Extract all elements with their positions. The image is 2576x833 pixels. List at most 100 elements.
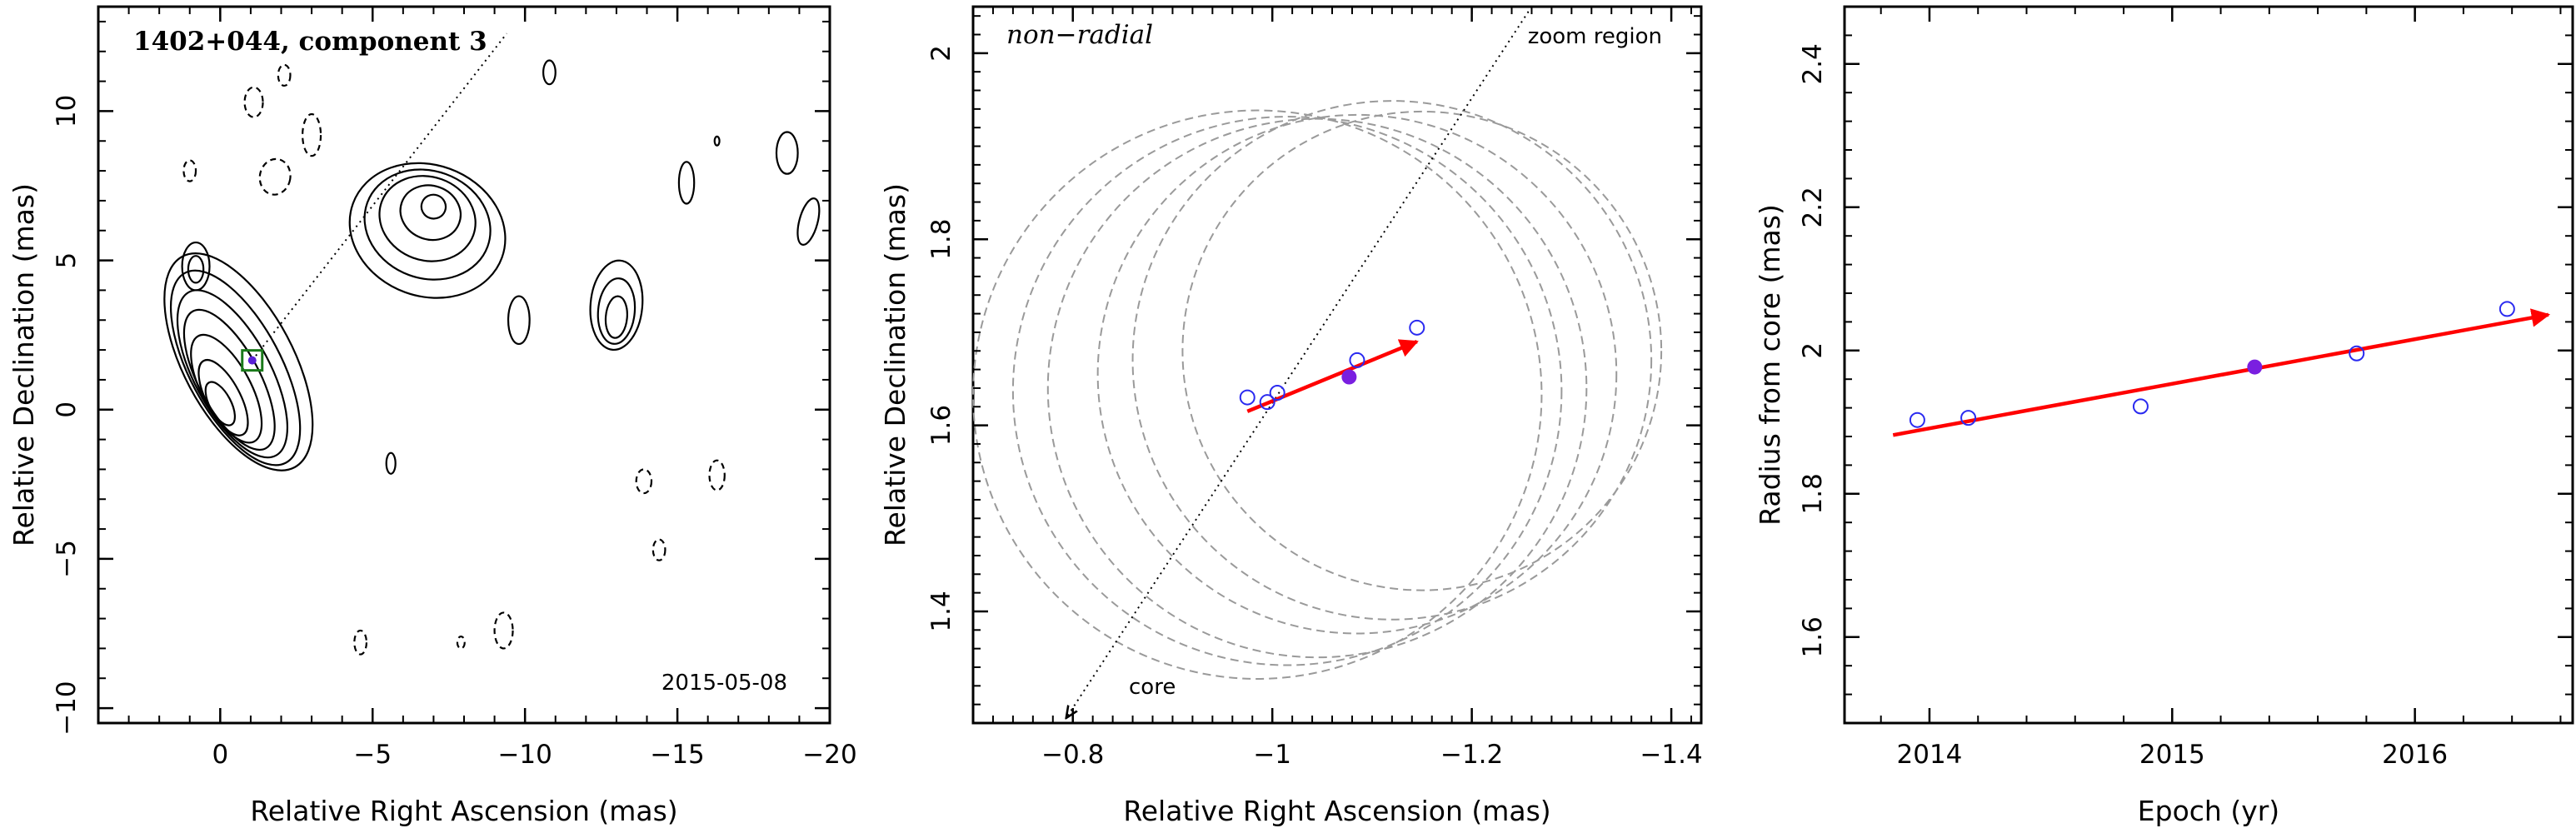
radius-point — [1960, 410, 1977, 426]
negative-contour — [277, 63, 292, 87]
negative-contour — [635, 468, 653, 495]
error-circle-group — [972, 100, 1663, 680]
position-point — [1349, 352, 1365, 368]
negative-contour — [243, 86, 264, 118]
y-tick-label: 1.8 — [1798, 473, 1828, 514]
positive-contour — [363, 168, 492, 281]
position-point — [1269, 385, 1286, 402]
positive-contour — [348, 162, 507, 299]
negative-contour — [258, 157, 292, 196]
positive-contour — [378, 175, 477, 262]
panel-1-frame — [97, 5, 831, 725]
error-circle — [1096, 113, 1618, 635]
y-tick-label: 1.6 — [1798, 616, 1828, 657]
panel-2-annotation-zoom: zoom region — [1528, 24, 1662, 49]
y-tick-label: 10 — [52, 95, 82, 127]
y-tick-label: −5 — [52, 540, 82, 578]
x-tick-label: −1.4 — [1640, 740, 1702, 770]
x-tick-label: −20 — [802, 740, 856, 770]
x-tick-label: −0.8 — [1041, 740, 1104, 770]
positive-contour — [420, 193, 447, 220]
x-tick-label: 2016 — [2382, 740, 2448, 770]
panel-1-ticks: 0 −5 −10 −15 −20 −10 −5 0 5 10 — [52, 7, 857, 770]
x-tick-label: −15 — [650, 740, 704, 770]
position-point — [1409, 319, 1425, 336]
trajectory-line — [251, 32, 508, 362]
radius-point-current — [2247, 359, 2263, 375]
x-tick-label: 0 — [212, 740, 228, 770]
panel-3-ylabel: Radius from core (mas) — [1754, 204, 1786, 526]
y-tick-label: 0 — [52, 402, 82, 418]
radius-point — [2499, 301, 2515, 317]
panel-2-annotation-title: non−radial — [1006, 20, 1153, 50]
panel-1-annotation-title: 1402+044, component 3 — [133, 27, 487, 57]
positive-contour — [176, 289, 289, 459]
positive-contour — [181, 241, 211, 292]
y-tick-label: 1.4 — [926, 591, 956, 631]
negative-contour — [353, 629, 368, 656]
negative-contour — [493, 611, 514, 650]
positive-contour — [187, 255, 205, 284]
y-tick-label: 2.4 — [1798, 43, 1828, 84]
y-tick-label: 2 — [926, 45, 956, 62]
component-box — [241, 349, 264, 372]
radius-points-group — [1909, 301, 2515, 428]
positive-contour — [604, 295, 628, 339]
positive-contour — [796, 197, 821, 246]
panel-2-annotation-core: core — [1129, 675, 1176, 700]
panel-3-xlabel: Epoch (yr) — [2138, 795, 2279, 827]
positive-contour — [713, 135, 721, 147]
position-point — [1239, 389, 1256, 406]
x-tick-label: −10 — [497, 740, 552, 770]
x-tick-label: −1.2 — [1440, 740, 1503, 770]
negative-contour — [182, 159, 197, 182]
y-tick-label: 1.8 — [926, 219, 956, 260]
positive-contour — [204, 381, 237, 426]
y-tick-label: 2.2 — [1798, 187, 1828, 227]
component-point — [247, 356, 257, 365]
positive-contour — [597, 277, 637, 345]
positive-contour — [775, 131, 799, 175]
y-tick-label: 5 — [52, 252, 82, 269]
positive-contour — [507, 295, 531, 346]
positive-contour — [169, 269, 302, 466]
negative-contour — [302, 112, 322, 157]
panel-2-ticks: −0.8 −1 −1.2 −1.4 1.4 1.6 1.8 2 — [926, 7, 1703, 770]
position-point — [1259, 394, 1276, 411]
error-circle — [1011, 116, 1563, 666]
x-tick-label: 2015 — [2139, 740, 2205, 770]
panel-radius-vs-epoch: 2014 2015 2016 1.6 1.8 2 2.2 2.4 Epoch (yr) Rad… — [1754, 5, 2574, 827]
trend-arrow-group — [1892, 308, 2551, 437]
error-circle — [972, 109, 1543, 680]
positive-contour — [385, 451, 397, 475]
motion-arrow — [1246, 339, 1419, 413]
motion-arrow-group — [1246, 339, 1419, 413]
radius-point — [1909, 412, 1925, 428]
negative-contour — [651, 538, 666, 561]
positive-contour — [677, 161, 696, 205]
error-circle — [1131, 100, 1653, 621]
positive-contour — [589, 259, 644, 352]
contour-group — [163, 59, 821, 656]
trajectory-line-group — [251, 32, 508, 362]
panel-2-ylabel: Relative Declination (mas) — [879, 183, 911, 546]
x-tick-label: 2014 — [1897, 740, 1963, 770]
trend-arrow — [1892, 308, 2551, 437]
negative-contour — [456, 635, 466, 650]
position-point-current — [1341, 369, 1357, 385]
panel-3-ticks: 2014 2015 2016 1.6 1.8 2 2.2 2.4 — [1798, 6, 2573, 770]
panel-2-xlabel: Relative Right Ascension (mas) — [1123, 795, 1550, 827]
y-tick-label: 1.6 — [926, 405, 956, 446]
position-points-group — [1239, 319, 1425, 411]
panel-1-xlabel: Relative Right Ascension (mas) — [250, 795, 677, 827]
panel-zoom-region: −0.8 −1 −1.2 −1.4 1.4 1.6 1.8 2 non−radial zoom… — [879, 5, 1703, 827]
panel-2-frame — [971, 5, 1703, 725]
negative-contour — [708, 459, 726, 491]
x-tick-label: −1 — [1253, 740, 1291, 770]
radius-point — [2349, 345, 2365, 362]
y-tick-label: 2 — [1798, 342, 1828, 359]
positive-contour — [542, 59, 557, 86]
component-marker-group — [241, 349, 264, 372]
error-circle — [1181, 110, 1663, 591]
